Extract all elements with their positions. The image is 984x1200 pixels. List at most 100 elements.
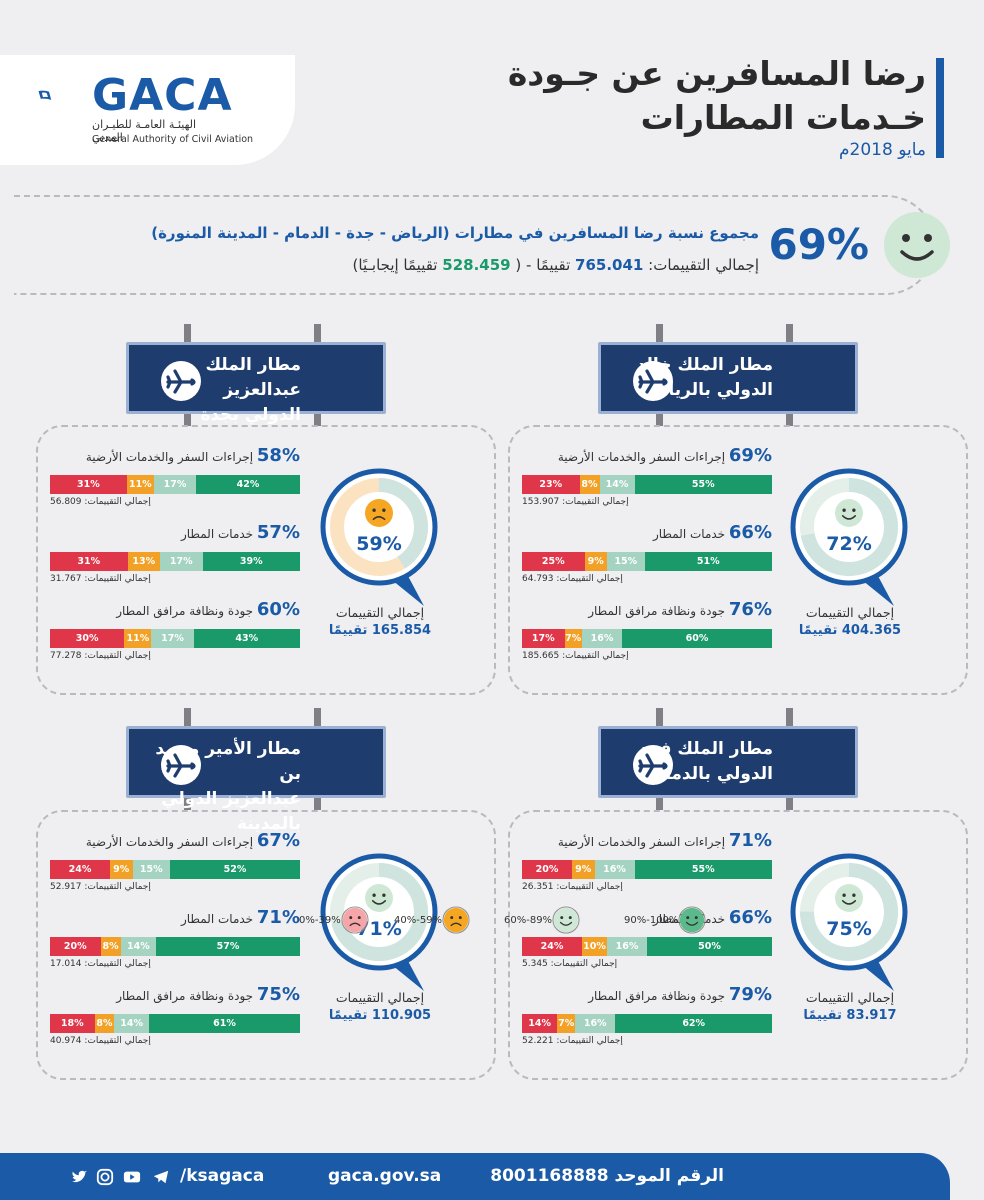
metric-label: 79% جودة ونظافة مرافق المطار bbox=[588, 984, 772, 1005]
metric-label: 60% جودة ونظافة مرافق المطار bbox=[116, 599, 300, 620]
bar-segment: 14% bbox=[599, 475, 635, 494]
social-handle[interactable]: /ksagaca bbox=[180, 1166, 265, 1186]
bar-segment: 23% bbox=[522, 475, 580, 494]
bar-segment: 60% bbox=[622, 629, 772, 648]
airport-total: 110.905 تقييمًا bbox=[328, 1008, 432, 1023]
report-date: مايو 2018م bbox=[839, 140, 926, 160]
metric-percent: 71% bbox=[728, 830, 772, 851]
rating-bar: 14% 7% 16% 62% bbox=[522, 1014, 772, 1033]
metric-total: إجمالي التقييمات: 77.278 bbox=[50, 651, 151, 661]
instagram-icon[interactable] bbox=[96, 1168, 114, 1186]
very-happy-face-icon bbox=[678, 906, 706, 934]
airport-sign: مطار الملك عبدالعزيز الدولي بجدة bbox=[126, 342, 386, 425]
sign-pole bbox=[786, 414, 793, 426]
airport-total: 165.854 تقييمًا bbox=[328, 623, 432, 638]
angry-face-icon bbox=[341, 906, 369, 934]
bar-segment: 25% bbox=[522, 552, 585, 571]
bar-segment: 31% bbox=[50, 552, 128, 571]
bar-segment: 42% bbox=[196, 475, 300, 494]
website-link[interactable]: gaca.gov.sa bbox=[328, 1166, 442, 1186]
metric: 71% خدمات المطار 20% 8% 14% 57% إجمالي التقيي… bbox=[50, 907, 300, 977]
airport-sign: مطار الملك فهد الدولي بالدمام bbox=[598, 726, 858, 798]
youtube-icon[interactable] bbox=[123, 1168, 141, 1186]
metric-total: إجمالي التقييمات: 153.907 bbox=[522, 497, 629, 507]
bar-segment: 9% bbox=[584, 552, 607, 571]
metric: 66% خدمات المطار 24% 10% 16% 50% إجمالي التقي… bbox=[522, 907, 772, 977]
twitter-icon[interactable] bbox=[70, 1168, 88, 1186]
metric: 67% إجراءات السفر والخدمات الأرضية 24% 9% 1… bbox=[50, 830, 300, 900]
bar-segment: 11% bbox=[126, 475, 154, 494]
logo-card bbox=[0, 55, 295, 165]
metric-total: إجمالي التقييمات: 17.014 bbox=[50, 959, 151, 969]
logo-arabic-name: الهيئـة العامـة للطيـران المدني bbox=[92, 118, 197, 144]
rating-bar: 24% 10% 16% 50% bbox=[522, 937, 772, 956]
phone-number: الرقم الموحد 8001168888 bbox=[490, 1166, 724, 1186]
airport-score: 75% bbox=[826, 918, 871, 940]
sign-pole bbox=[656, 798, 663, 810]
bar-segment: 51% bbox=[644, 552, 772, 571]
metric-total: إجمالي التقييمات: 5.345 bbox=[522, 959, 618, 969]
metric-percent: 67% bbox=[256, 830, 300, 851]
rating-bar: 17% 7% 16% 60% bbox=[522, 629, 772, 648]
airport-name: مطار الملك خالد الدولي بالرياض bbox=[636, 355, 773, 400]
bar-segment: 16% bbox=[594, 860, 635, 879]
airport-sign: مطار الملك خالد الدولي بالرياض bbox=[598, 342, 858, 414]
bar-segment: 8% bbox=[94, 1014, 115, 1033]
metric-label: 66% خدمات المطار bbox=[652, 522, 772, 543]
legend-range: 0%-39% bbox=[299, 914, 341, 926]
airplane-icon bbox=[161, 745, 201, 785]
rating-bar: 20% 9% 16% 55% bbox=[522, 860, 772, 879]
metric-label: 69% إجراءات السفر والخدمات الأرضية bbox=[557, 445, 772, 466]
legend-item: 90%-100% bbox=[620, 905, 706, 935]
legend-item: 40%-59% bbox=[390, 905, 470, 935]
gaca-emblem-icon bbox=[38, 90, 52, 100]
bar-segment: 16% bbox=[575, 1014, 616, 1033]
legend-range: 60%-89% bbox=[504, 914, 553, 926]
bar-segment: 52% bbox=[170, 860, 300, 879]
rating-bar: 18% 8% 14% 61% bbox=[50, 1014, 300, 1033]
airport-total-label: إجمالي التقييمات bbox=[335, 605, 425, 620]
airport-panel bbox=[508, 425, 968, 695]
metric-total: إجمالي التقييمات: 40.974 bbox=[50, 1036, 151, 1046]
airport-name: مطار الملك عبدالعزيز الدولي بجدة bbox=[200, 355, 301, 425]
bar-segment: 55% bbox=[634, 860, 772, 879]
metric: 79% جودة ونظافة مرافق المطار 14% 7% 16% 62% إ… bbox=[522, 984, 772, 1054]
sign-pole bbox=[786, 708, 793, 728]
sign-pole bbox=[314, 798, 321, 810]
score-ring: 75% bbox=[790, 853, 908, 991]
airport-total: 404.365 تقييمًا bbox=[798, 623, 902, 638]
sign-pole bbox=[314, 414, 321, 426]
metric: 71% إجراءات السفر والخدمات الأرضية 20% 9% 1… bbox=[522, 830, 772, 900]
metric-total: إجمالي التقييمات: 64.793 bbox=[522, 574, 623, 584]
bar-segment: 20% bbox=[522, 860, 572, 879]
metric-percent: 58% bbox=[256, 445, 300, 466]
airport-panel bbox=[36, 425, 496, 695]
metric-percent: 79% bbox=[728, 984, 772, 1005]
metric-percent: 60% bbox=[256, 599, 300, 620]
telegram-icon[interactable] bbox=[152, 1168, 170, 1186]
rating-bar: 25% 9% 15% 51% bbox=[522, 552, 772, 571]
airport-score: 72% bbox=[826, 533, 871, 555]
sign-pole bbox=[656, 324, 663, 344]
bar-segment: 24% bbox=[50, 860, 110, 879]
summary-percent: 69% bbox=[768, 220, 869, 269]
bar-segment: 14% bbox=[522, 1014, 558, 1033]
bar-segment: 61% bbox=[148, 1014, 300, 1033]
bar-segment: 7% bbox=[564, 629, 582, 648]
smile-face-icon bbox=[365, 884, 393, 912]
metric-total: إجمالي التقييمات: 185.665 bbox=[522, 651, 629, 661]
sad-face-icon bbox=[442, 906, 470, 934]
bar-segment: 13% bbox=[127, 552, 160, 571]
bar-segment: 55% bbox=[634, 475, 772, 494]
metric-percent: 66% bbox=[728, 907, 772, 928]
sign-pole bbox=[314, 708, 321, 728]
bar-segment: 50% bbox=[647, 937, 772, 956]
score-ring: 71% bbox=[320, 853, 438, 991]
bar-segment: 14% bbox=[114, 1014, 149, 1033]
metric-label: 57% خدمات المطار bbox=[180, 522, 300, 543]
airplane-icon bbox=[633, 361, 673, 401]
legend-range: 90%-100% bbox=[624, 914, 679, 926]
sign-pole bbox=[786, 324, 793, 344]
metric-total: إجمالي التقييمات: 52.917 bbox=[50, 882, 151, 892]
metric: 57% خدمات المطار 31% 13% 17% 39% إجمالي التقي… bbox=[50, 522, 300, 592]
